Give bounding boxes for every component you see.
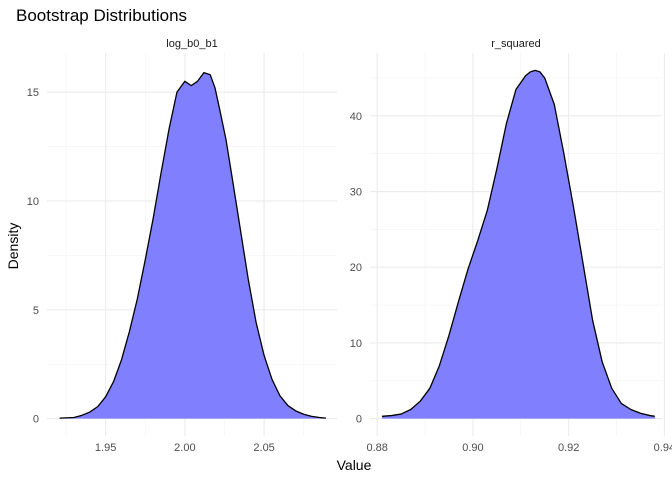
y-axis-title: Density bbox=[5, 223, 21, 270]
x-tick-label: 0.94 bbox=[654, 442, 672, 454]
x-tick-label: 1.95 bbox=[95, 442, 116, 454]
x-tick-label: 0.90 bbox=[462, 442, 483, 454]
y-tick-label: 20 bbox=[350, 262, 362, 274]
density-line bbox=[59, 71, 326, 419]
y-tick-label: 40 bbox=[350, 111, 362, 123]
panel-r-squared: r_squared 0.88 0.90 0.92 0.94 0 10 20 30 40 bbox=[350, 38, 672, 454]
x-tick-label: 0.92 bbox=[558, 442, 579, 454]
x-tick-label: 2.05 bbox=[253, 442, 274, 454]
x-axis-title: Value bbox=[337, 457, 372, 473]
y-tick-label: 0 bbox=[33, 414, 39, 426]
y-tick-label: 0 bbox=[356, 414, 362, 426]
facet-strip-label: log_b0_b1 bbox=[166, 38, 217, 50]
y-tick-label: 10 bbox=[350, 338, 362, 350]
y-tick-label: 5 bbox=[33, 305, 39, 317]
chart-title: Bootstrap Distributions bbox=[16, 6, 187, 25]
y-tick-label: 30 bbox=[350, 187, 362, 199]
density-area bbox=[59, 72, 326, 419]
x-tick-label: 2.00 bbox=[174, 442, 195, 454]
y-tick-label: 10 bbox=[27, 196, 39, 208]
y-tick-label: 15 bbox=[27, 87, 39, 99]
facet-panels: log_b0_b1 1.95 2.00 2.05 0 5 10 15 r_squared 0.88… bbox=[27, 38, 672, 454]
facet-strip-label: r_squared bbox=[491, 38, 541, 50]
panel-log-b0-b1: log_b0_b1 1.95 2.00 2.05 0 5 10 15 bbox=[27, 38, 337, 454]
density-line bbox=[381, 69, 655, 417]
x-tick-label: 0.88 bbox=[366, 442, 387, 454]
density-area bbox=[381, 70, 655, 419]
